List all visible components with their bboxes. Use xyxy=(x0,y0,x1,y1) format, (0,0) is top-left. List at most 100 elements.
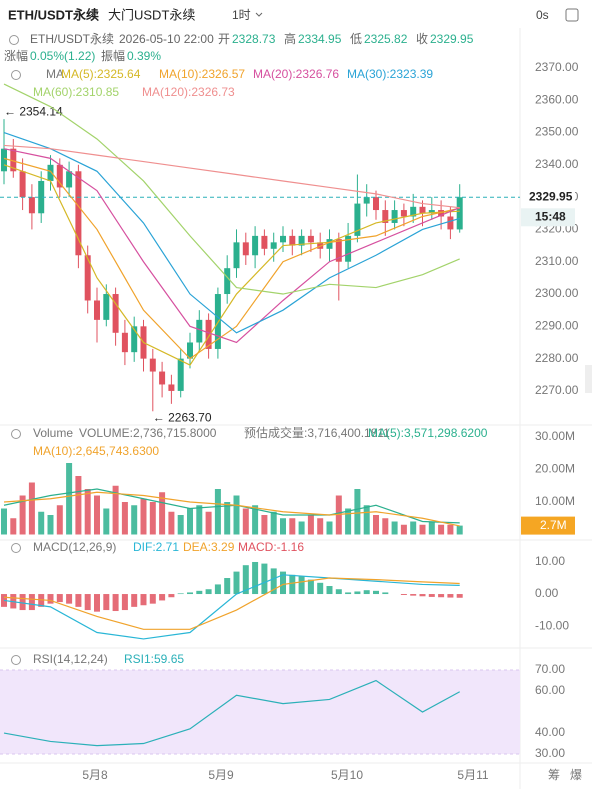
volume-bar xyxy=(373,515,379,535)
volume-bar xyxy=(456,525,463,535)
indicator-line xyxy=(3,574,460,640)
candle-body xyxy=(400,210,407,217)
candle-body xyxy=(224,268,231,295)
candle-body xyxy=(354,203,361,236)
candle-body xyxy=(112,294,119,333)
macd-bar xyxy=(456,594,463,598)
volume-bar xyxy=(447,524,454,535)
macd-bar xyxy=(168,594,175,598)
y-tick-label: 0.00 xyxy=(535,586,559,600)
macd-bar xyxy=(214,584,221,595)
info-close: 2329.95 xyxy=(430,32,474,46)
volume-bar xyxy=(168,511,175,535)
macd-bar xyxy=(103,594,110,611)
macd-bar xyxy=(289,574,296,595)
macd-bar xyxy=(233,571,240,595)
candle-body xyxy=(38,180,45,214)
candle-body xyxy=(373,197,379,211)
macd-bar xyxy=(56,594,63,603)
volume-bar xyxy=(391,521,398,535)
volume-bar xyxy=(205,511,212,535)
info-close-label: 收 xyxy=(416,32,428,46)
x-tick-label: 5月10 xyxy=(331,768,363,782)
volume-bar xyxy=(354,489,361,535)
volume-bar xyxy=(56,505,63,535)
macd-bar xyxy=(307,579,314,595)
candle-body xyxy=(10,148,17,172)
volume-bar xyxy=(177,515,184,535)
macd-legend: MACD:-1.16 xyxy=(238,540,304,554)
volume-tag-bg xyxy=(521,516,575,535)
candle-body xyxy=(410,206,417,217)
y-tick-label: 2290.00 xyxy=(535,318,579,332)
indicator-line xyxy=(3,131,460,334)
ma-legend: MA(20):2326.76 xyxy=(253,67,339,81)
price-annotation: ← 2354.14 xyxy=(4,104,63,118)
candle-body xyxy=(289,235,296,246)
ma-legend: MA(5):2325.64 xyxy=(61,67,141,81)
volume-bar xyxy=(112,485,119,535)
macd-bar xyxy=(317,582,324,595)
footer-icon[interactable]: 筹 xyxy=(548,768,560,782)
footer-icon[interactable]: 爆 xyxy=(570,768,582,782)
volume-bar xyxy=(47,515,54,535)
candle-body xyxy=(149,358,156,372)
candle-body xyxy=(103,294,110,320)
macd-bar xyxy=(38,594,45,607)
macd-bar xyxy=(438,594,445,598)
volume-bar xyxy=(66,463,73,535)
volume-bar xyxy=(252,505,259,535)
interval[interactable]: 1时 xyxy=(232,8,251,22)
indicator-line xyxy=(3,577,460,630)
candle-body xyxy=(280,235,286,243)
volume-ma-legend: MA(10):2,645,743.6300 xyxy=(33,444,159,458)
info-symbol: ETH/USDT永续 xyxy=(30,32,114,46)
macd-bar xyxy=(94,594,100,612)
macd-bar xyxy=(261,563,268,595)
panel-title: Volume xyxy=(33,426,73,440)
candle-body xyxy=(419,206,426,214)
candle-body xyxy=(196,319,203,343)
macd-bar xyxy=(419,594,426,597)
indicator-line xyxy=(3,679,460,747)
toggle-icon[interactable] xyxy=(9,35,19,45)
toggle-icon[interactable] xyxy=(11,429,21,439)
rsi-legend: RSI1:59.65 xyxy=(124,652,184,666)
symbol[interactable]: ETH/USDT永续 xyxy=(8,7,99,22)
fullscreen-icon[interactable] xyxy=(565,8,579,22)
volume-bar xyxy=(345,508,352,535)
volume-bar xyxy=(196,505,203,535)
volume-bar xyxy=(94,495,100,535)
macd-bar xyxy=(447,594,454,598)
side-handle[interactable] xyxy=(585,365,592,393)
x-tick-label: 5月9 xyxy=(208,768,234,782)
toggle-icon[interactable] xyxy=(11,70,21,80)
macd-bar xyxy=(242,565,249,595)
macd-bar xyxy=(363,590,370,595)
volume-bar xyxy=(28,482,35,535)
y-tick-label: 2270.00 xyxy=(535,383,579,397)
volume-bar xyxy=(363,505,370,535)
info-amplitude-label: 振幅 xyxy=(101,48,125,63)
macd-bar xyxy=(280,571,286,595)
volume-bar xyxy=(10,518,17,535)
macd-bar xyxy=(112,594,119,612)
volume-bar xyxy=(410,521,417,535)
y-tick-label: 2370.00 xyxy=(535,60,579,74)
candle-body xyxy=(159,371,166,385)
macd-bar xyxy=(19,594,26,611)
candle-body xyxy=(261,235,268,249)
macd-bar xyxy=(140,594,147,606)
volume-bar xyxy=(289,518,296,535)
symbol-name[interactable]: 大门USDT永续 xyxy=(108,7,195,22)
candle-body xyxy=(131,326,138,353)
candle-body xyxy=(307,235,314,243)
macd-bar xyxy=(196,590,203,595)
macd-legend: DIF:2.71 xyxy=(133,540,179,554)
macd-bar xyxy=(149,594,156,604)
toggle-icon[interactable] xyxy=(11,543,21,553)
y-tick-label: 20.00M xyxy=(535,462,575,476)
volume-bar xyxy=(140,498,147,535)
toggle-icon[interactable] xyxy=(11,655,21,665)
volume-tag: 2.7M xyxy=(540,518,567,532)
